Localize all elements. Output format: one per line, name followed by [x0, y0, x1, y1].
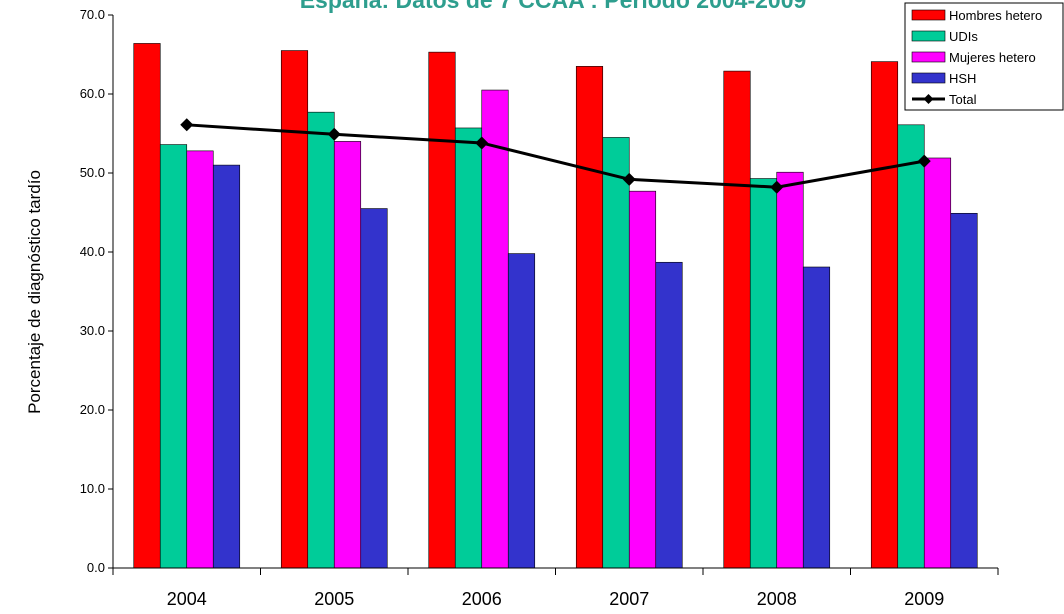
bar-udis-2004	[159, 144, 188, 569]
point-total-2006	[475, 136, 489, 150]
bar-udis-2008	[749, 178, 778, 569]
chart-title: España: Datos de 7 CCAA : Período 2004-2…	[300, 0, 807, 13]
y-tick-label: 30.0	[80, 323, 105, 338]
y-tick-label: 0.0	[87, 560, 105, 575]
bar-udis-2009	[897, 124, 925, 569]
x-tick-label: 2006	[462, 589, 502, 609]
line-total	[186, 123, 925, 189]
y-tick-label: 40.0	[80, 244, 105, 259]
bar-mujeres-hetero-2006	[481, 89, 509, 569]
bar-hombres-hetero-2006	[428, 51, 456, 569]
point-total-2004	[180, 118, 194, 132]
plot-area: 0.0 10.0 20.0 30.0 40.0 50.0 60.0 70.0 2004 2005 2…	[80, 7, 999, 609]
bar-udis-2007	[602, 137, 630, 569]
x-tick-label: 2009	[904, 589, 944, 609]
legend-swatch	[911, 72, 946, 84]
bar-hsh-2005	[360, 208, 388, 569]
legend-marker	[923, 94, 934, 104]
bar-hombres-hetero-2007	[575, 66, 604, 569]
legend-swatch	[911, 9, 946, 21]
legend-label: HSH	[949, 71, 976, 86]
bar-udis-2006	[454, 127, 483, 569]
bar-udis-2005	[307, 111, 335, 569]
legend-label: Hombres hetero	[949, 8, 1042, 23]
legend-label: Mujeres hetero	[949, 50, 1036, 65]
bar-mujeres-hetero-2008	[776, 171, 804, 569]
point-total-2009	[917, 154, 931, 168]
bar-mujeres-hetero-2009	[923, 157, 952, 569]
point-total-2005	[327, 127, 341, 141]
y-tick-label: 60.0	[80, 86, 105, 101]
x-tick-label: 2007	[609, 589, 649, 609]
bar-hombres-hetero-2005	[280, 50, 309, 569]
x-tick-label: 2004	[167, 589, 207, 609]
bar-mujeres-hetero-2007	[628, 190, 657, 569]
legend-swatch	[911, 51, 946, 63]
legend: Hombres hetero UDIs Mujeres hetero HSH Total	[904, 2, 1064, 111]
bar-hsh-2007	[655, 261, 683, 569]
bar-mujeres-hetero-2005	[333, 141, 362, 569]
bar-hombres-hetero-2008	[723, 70, 751, 569]
bar-hsh-2009	[950, 212, 978, 569]
x-tick-label: 2005	[314, 589, 354, 609]
bar-mujeres-hetero-2004	[186, 150, 214, 569]
bar-hsh-2008	[802, 266, 831, 569]
legend-label: Total	[949, 92, 977, 107]
point-total-2008	[770, 180, 784, 194]
y-tick-label: 50.0	[80, 165, 105, 180]
bar-hombres-hetero-2004	[133, 43, 161, 569]
y-tick-label: 70.0	[80, 7, 105, 22]
bar-hombres-hetero-2009	[870, 61, 899, 569]
point-total-2007	[622, 172, 636, 186]
legend-label: UDIs	[949, 29, 978, 44]
legend-swatch	[911, 30, 946, 42]
bar-hsh-2004	[212, 164, 241, 569]
y-tick-label: 10.0	[80, 481, 105, 496]
bar-hsh-2006	[507, 253, 536, 569]
x-tick-label: 2008	[757, 589, 797, 609]
y-axis-label: Porcentaje de diagnóstico tardío	[25, 170, 44, 414]
y-tick-label: 20.0	[80, 402, 105, 417]
